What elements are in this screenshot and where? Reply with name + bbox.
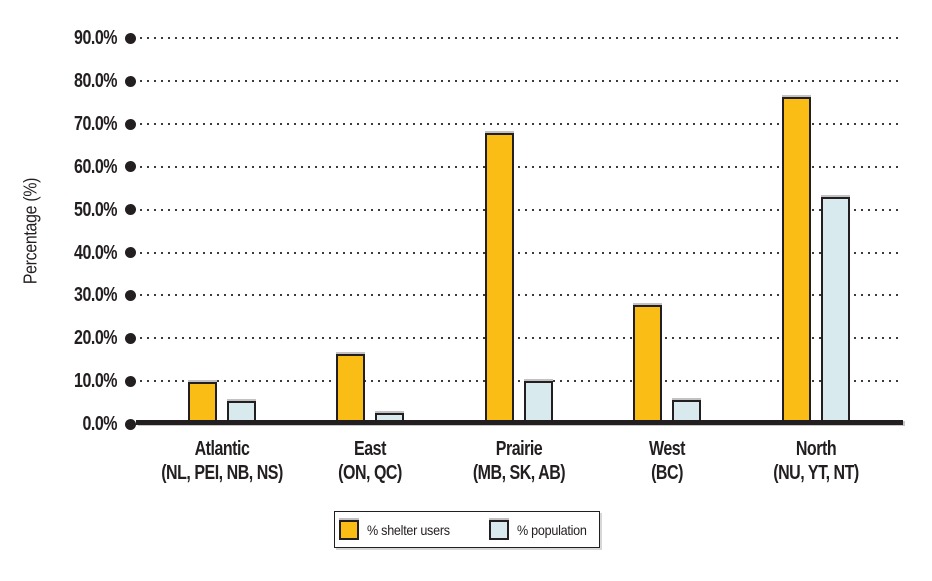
y-tick-label-10: 10.0% <box>74 370 117 393</box>
gridline-50 <box>140 208 902 211</box>
category-name: North <box>795 438 837 460</box>
gridline-30 <box>140 294 902 297</box>
population-swatch-icon <box>489 519 510 540</box>
bar-population-prairie <box>523 381 553 424</box>
category-provinces: (MB, SK, AB) <box>472 462 566 484</box>
bar-shelter-users-atlantic <box>187 382 217 424</box>
category-provinces: (NL, PEI, NB, NS) <box>160 462 283 484</box>
bar-shelter-users-east <box>336 353 366 424</box>
legend-label-shelter-users: % shelter users <box>367 521 451 538</box>
tick-dot-icon <box>125 332 136 344</box>
tick-dot-icon <box>125 118 136 130</box>
legend-item-population: % population <box>489 519 594 540</box>
bar-shelter-users-west <box>633 304 663 424</box>
y-tick-label-50: 50.0% <box>74 198 117 221</box>
tick-dot-icon <box>125 32 136 44</box>
category-label-atlantic: Atlantic (NL, PEI, NB, NS) <box>134 437 310 485</box>
tick-dot-icon <box>125 161 136 173</box>
gridline-20 <box>140 337 902 340</box>
y-tick-label-70: 70.0% <box>74 113 117 135</box>
bar-population-north <box>820 196 850 424</box>
y-tick-label-40: 40.0% <box>74 241 117 264</box>
category-name: West <box>649 438 686 460</box>
y-tick-label-30: 30.0% <box>74 284 117 307</box>
bar-shelter-users-north <box>781 97 811 424</box>
tick-dot-icon <box>125 204 136 216</box>
x-axis-line <box>136 420 903 425</box>
gridline-60 <box>140 165 902 168</box>
y-tick-label-0: 0.0% <box>82 413 117 435</box>
y-tick-label-20: 20.0% <box>74 327 117 350</box>
legend-item-shelter-users: % shelter users <box>339 519 459 540</box>
y-tick-label-90: 90.0% <box>74 27 117 50</box>
gridline-40 <box>140 251 902 254</box>
gridline-90 <box>140 37 902 40</box>
gridline-10 <box>140 380 902 383</box>
category-name: East <box>354 438 387 460</box>
y-tick-label-60: 60.0% <box>74 155 117 178</box>
gridline-80 <box>140 80 902 83</box>
tick-dot-icon <box>125 375 136 387</box>
tick-dot-icon <box>125 418 136 430</box>
category-provinces: (ON, QC) <box>338 462 402 484</box>
category-name: Prairie <box>495 438 542 460</box>
tick-dot-icon <box>125 289 136 301</box>
bar-shelter-users-prairie <box>484 132 514 424</box>
category-provinces: (BC) <box>651 462 684 484</box>
category-label-east: East (ON, QC) <box>282 437 458 485</box>
category-label-prairie: Prairie (MB, SK, AB) <box>431 437 607 485</box>
tick-dot-icon <box>125 75 136 87</box>
category-label-west: West (BC) <box>579 437 755 485</box>
gridline-70 <box>140 123 902 125</box>
legend-label-population: % population <box>517 521 587 538</box>
category-label-north: North (NU, YT, NT) <box>728 437 904 485</box>
legend: % shelter users % population <box>334 511 600 548</box>
shelter-users-swatch-icon <box>339 519 360 540</box>
y-tick-label-80: 80.0% <box>74 70 117 93</box>
category-name: Atlantic <box>194 438 249 460</box>
y-axis-title: Percentage (%) <box>20 177 41 285</box>
category-provinces: (NU, YT, NT) <box>773 462 859 484</box>
tick-dot-icon <box>125 247 136 259</box>
